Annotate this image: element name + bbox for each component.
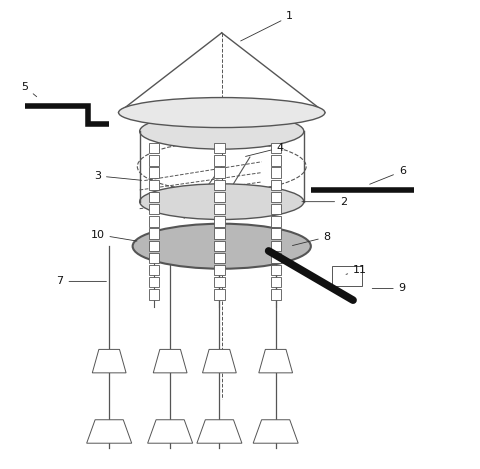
- Text: 10: 10: [90, 229, 137, 241]
- Text: 7: 7: [56, 276, 106, 287]
- Bar: [214, 143, 224, 153]
- Text: 3: 3: [94, 171, 141, 181]
- Bar: [148, 253, 158, 263]
- Polygon shape: [86, 420, 132, 443]
- Ellipse shape: [118, 98, 324, 128]
- Bar: [270, 277, 280, 287]
- Bar: [148, 241, 158, 251]
- Bar: [148, 204, 158, 214]
- Text: 11: 11: [345, 265, 366, 275]
- Bar: [270, 228, 280, 239]
- Polygon shape: [153, 349, 187, 373]
- Bar: [148, 155, 158, 166]
- Bar: [270, 155, 280, 166]
- Bar: [214, 265, 224, 275]
- Bar: [331, 266, 362, 286]
- Bar: [148, 143, 158, 153]
- Bar: [270, 180, 280, 190]
- Bar: [270, 241, 280, 251]
- Text: 2: 2: [301, 197, 347, 207]
- Bar: [214, 167, 224, 178]
- Bar: [270, 253, 280, 263]
- Bar: [214, 241, 224, 251]
- Ellipse shape: [139, 113, 303, 149]
- Polygon shape: [202, 349, 236, 373]
- Bar: [214, 289, 224, 300]
- Bar: [270, 289, 280, 300]
- Bar: [270, 204, 280, 214]
- Bar: [148, 228, 158, 239]
- Bar: [270, 265, 280, 275]
- Text: 6: 6: [369, 166, 405, 184]
- Bar: [214, 216, 224, 227]
- Bar: [270, 216, 280, 227]
- Bar: [148, 265, 158, 275]
- Polygon shape: [252, 420, 298, 443]
- Bar: [148, 192, 158, 202]
- Bar: [214, 204, 224, 214]
- Text: 1: 1: [240, 11, 293, 41]
- Ellipse shape: [132, 224, 310, 269]
- Bar: [270, 192, 280, 202]
- Polygon shape: [258, 349, 292, 373]
- Ellipse shape: [139, 184, 303, 219]
- Polygon shape: [92, 349, 126, 373]
- Bar: [148, 277, 158, 287]
- Bar: [214, 192, 224, 202]
- Polygon shape: [147, 420, 192, 443]
- Text: 8: 8: [292, 232, 330, 246]
- Polygon shape: [196, 420, 241, 443]
- Bar: [148, 216, 158, 227]
- Bar: [214, 277, 224, 287]
- Bar: [214, 180, 224, 190]
- Text: 4: 4: [245, 143, 283, 157]
- Bar: [270, 167, 280, 178]
- Bar: [148, 167, 158, 178]
- Bar: [270, 143, 280, 153]
- Bar: [214, 228, 224, 239]
- Text: 9: 9: [372, 283, 405, 294]
- Text: 5: 5: [21, 82, 36, 97]
- Bar: [148, 180, 158, 190]
- Bar: [148, 289, 158, 300]
- Bar: [214, 253, 224, 263]
- Bar: [214, 155, 224, 166]
